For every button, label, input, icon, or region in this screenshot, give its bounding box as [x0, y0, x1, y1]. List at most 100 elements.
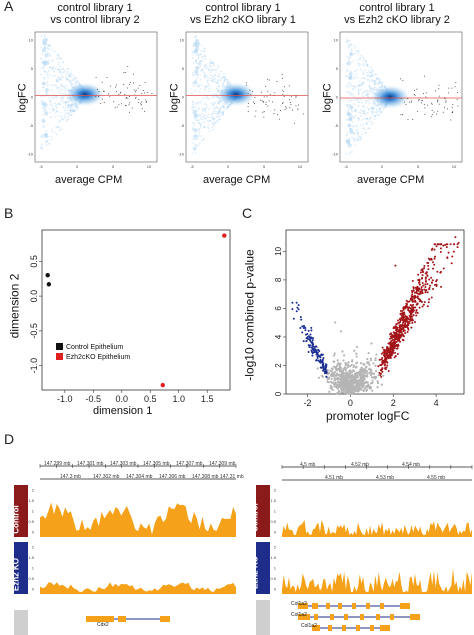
- volcano-xtick-label: -2: [303, 398, 311, 408]
- ma-ytick-label: -10: [27, 152, 34, 157]
- gene-exon: [338, 603, 342, 609]
- ma-plot-title-2-line2: vs Ezh2 cKO library 1: [190, 14, 296, 26]
- browser-left: 2 1.5 1 0.5 0 2 1.5 1 0.5 0: [14, 464, 237, 635]
- mds-xtick-label: 0.5: [144, 394, 157, 404]
- gene-exon: [380, 603, 384, 609]
- signal-ytick-label: 0: [32, 530, 35, 535]
- mds-xtick-label: 1.0: [172, 394, 185, 404]
- ezh2-signal-area: [282, 568, 472, 594]
- mds-point-ezh2cko: [160, 382, 165, 388]
- volcano-outlier: [295, 310, 298, 313]
- ma-ytick-label: 0: [182, 95, 185, 100]
- gene-exon: [160, 616, 170, 622]
- left-coord-top-1: 147.299 mb: [44, 461, 71, 467]
- gene-exon: [380, 625, 390, 631]
- ma-plot-title-2: control library 1 vs Ezh2 cKO library 1: [168, 2, 318, 26]
- ma-ytick-label: -5: [180, 123, 184, 128]
- mds-legend-ezh2: Ezh2cKO Epithelium: [56, 353, 130, 361]
- mds-xtick-label: 1.5: [201, 394, 214, 404]
- right-gene-col1a2-1: Col1a2: [291, 601, 307, 607]
- volcano-outlier: [430, 248, 433, 251]
- gene-track-label-block: [256, 600, 270, 635]
- mds-xlabel: dimension 1: [93, 405, 153, 417]
- gene-track-label-block: [14, 610, 28, 635]
- track-label-ezh2-block: [14, 542, 28, 594]
- left-coord-top-6: 147.309 mb: [209, 461, 236, 467]
- left-coord-bot-6: 147.31 mb: [220, 474, 244, 480]
- signal-ytick-label: 0.5: [270, 576, 276, 581]
- mds-plot: -1.0 -0.5 0.0 0.5 1.0 1.5 -1.0 -0.5 0.0 0.5: [29, 229, 231, 404]
- control-signal-area: [282, 519, 472, 537]
- ma-xlabel-3: average CPM: [357, 174, 425, 186]
- ma-ytick-label: 10: [180, 38, 185, 43]
- right-coord-top-2: 4.52 mb: [351, 462, 370, 468]
- volcano-ytick-label: 2: [274, 363, 283, 368]
- volcano-xtick-label: 2: [391, 398, 396, 408]
- signal-ytick-label: 1: [274, 566, 277, 571]
- volcano-xtick-label: 4: [434, 398, 439, 408]
- right-track-label-control: Control: [250, 503, 260, 532]
- ma-plot-title-3-line1: control library 1: [359, 2, 435, 14]
- volcano-xlabel: promoter logFC: [326, 409, 410, 423]
- mds-ytick-label: -0.5: [29, 323, 39, 339]
- left-coord-top-5: 147.307 mb: [176, 461, 203, 467]
- ma-plots-svg: -10 -5 0 5 10 -5 0 5 10 -10 -5 0 5 10 -5 0 5 10 -10 -5 0 5 1…: [27, 30, 463, 169]
- panel-label-d: D: [4, 431, 15, 447]
- ma-ytick-label: 0: [336, 95, 339, 100]
- right-track-label-ezh2: Ezh2 KO: [250, 556, 260, 589]
- signal-ytick-label: 1: [32, 566, 35, 571]
- signal-ytick-label: 0: [32, 587, 35, 592]
- mds-xtick-label: -0.5: [86, 394, 102, 404]
- mds-legend-control: Control Epithelium: [56, 343, 123, 351]
- ma-xtick-label: 5: [417, 164, 420, 169]
- left-coord-bot-5: 147.308 mb: [192, 474, 219, 480]
- volcano-ytick-label: 6: [274, 306, 283, 311]
- signal-ytick-label: 2: [32, 545, 35, 550]
- gene-exon: [344, 614, 348, 620]
- track-label-control-block: [14, 485, 28, 537]
- right-gene-col1a2-3: Col1a2: [301, 623, 317, 629]
- signal-ytick-label: 2: [32, 488, 35, 493]
- signal-ytick-label: 1: [274, 509, 277, 514]
- volcano-ytick-label: 4: [274, 334, 283, 339]
- ma-ytick-label: 10: [29, 38, 34, 43]
- gene-exon: [328, 625, 332, 631]
- ma-ylabel-3: logFC: [321, 83, 334, 113]
- mds-legend-control-label: Control Epithelium: [66, 344, 124, 351]
- mds-ytick-label: -1.0: [29, 358, 39, 374]
- right-coord-bot-3: 4.55 mb: [427, 475, 446, 481]
- right-coord-top-3: 4.54 mb: [402, 462, 421, 468]
- volcano-plot-svg: -2 0 2 4 0 2 4 6 8 10: [274, 229, 465, 408]
- gene-exon: [366, 603, 370, 609]
- left-coord-top-4: 147.305 mb: [143, 461, 170, 467]
- gene-exon: [298, 614, 310, 620]
- gene-exon: [330, 614, 334, 620]
- left-coord-bot-2: 147.302 mb: [93, 474, 120, 480]
- signal-ytick-label: 1: [32, 509, 35, 514]
- signal-ytick-label: 1.5: [28, 555, 34, 560]
- mds-point-control: [46, 282, 52, 287]
- signal-ytick-label: 1.5: [270, 498, 276, 503]
- ma-xtick-label: -5: [344, 164, 348, 169]
- left-track-label-control: Control: [11, 505, 21, 534]
- ma-density-core: [65, 82, 106, 107]
- gene-exon: [370, 625, 374, 631]
- panel-label-b: B: [4, 205, 14, 221]
- ma-xlabel-1: average CPM: [55, 174, 123, 186]
- mds-ytick-label: 0.0: [29, 290, 39, 303]
- mds-ylabel: dimension 2: [7, 273, 22, 339]
- volcano-plot: -2 0 2 4 0 2 4 6 8 10: [274, 229, 465, 408]
- mds-plot-frame: [41, 229, 231, 391]
- ma-ytick-label: 5: [336, 66, 339, 71]
- volcano-outlier: [454, 236, 457, 239]
- gene-exon: [390, 614, 394, 620]
- volcano-outlier: [457, 241, 460, 244]
- volcano-plot-frame: [285, 229, 465, 395]
- ma-plot-title-1: control library 1 vs control library 2: [20, 2, 170, 26]
- ma-ytick-label: 5: [182, 66, 185, 71]
- ma-ytick-label: -10: [178, 152, 185, 157]
- control-signal-area: [40, 502, 236, 537]
- ma-plot-3: -10 -5 0 5 10 -5 0 5 10: [332, 31, 463, 169]
- ma-ytick-label: -5: [334, 123, 338, 128]
- volcano-outlier: [394, 264, 397, 267]
